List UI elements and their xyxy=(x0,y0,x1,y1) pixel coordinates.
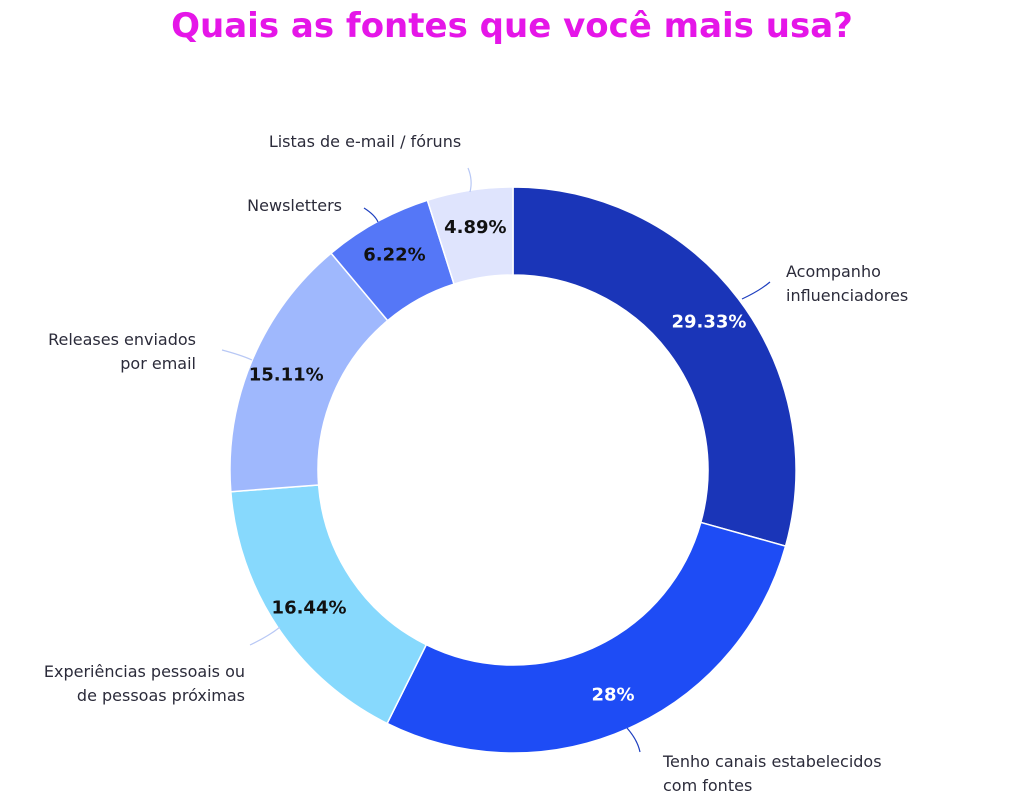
slice-value-label: 6.22% xyxy=(363,244,425,265)
slice-value-label: 4.89% xyxy=(444,217,506,238)
slice-category-label: Acompanho influenciadores xyxy=(786,262,908,305)
slice-category-label: Newsletters xyxy=(247,196,342,215)
slice-category-label: Listas de e-mail / fóruns xyxy=(269,132,461,151)
leader-line xyxy=(249,626,281,646)
donut-slice xyxy=(386,521,787,754)
donut-slice xyxy=(426,186,514,286)
leader-line xyxy=(626,727,641,753)
slice-category-label: Tenho canais estabelecidos com fontes xyxy=(662,752,882,795)
donut-slice xyxy=(512,186,797,548)
chart-title: Quais as fontes que você mais usa? xyxy=(171,6,853,46)
leader-line xyxy=(221,349,253,361)
slice-value-label: 16.44% xyxy=(272,598,347,619)
slice-category-label: Releases enviados por email xyxy=(48,330,196,373)
leader-line xyxy=(467,167,472,193)
slice-value-label: 28% xyxy=(591,685,634,706)
leader-line xyxy=(363,207,379,223)
leader-line xyxy=(741,281,771,300)
slice-value-label: 15.11% xyxy=(249,365,324,386)
slice-value-label: 29.33% xyxy=(671,311,746,332)
slice-category-label: Experiências pessoais ou de pessoas próxi… xyxy=(44,662,245,705)
